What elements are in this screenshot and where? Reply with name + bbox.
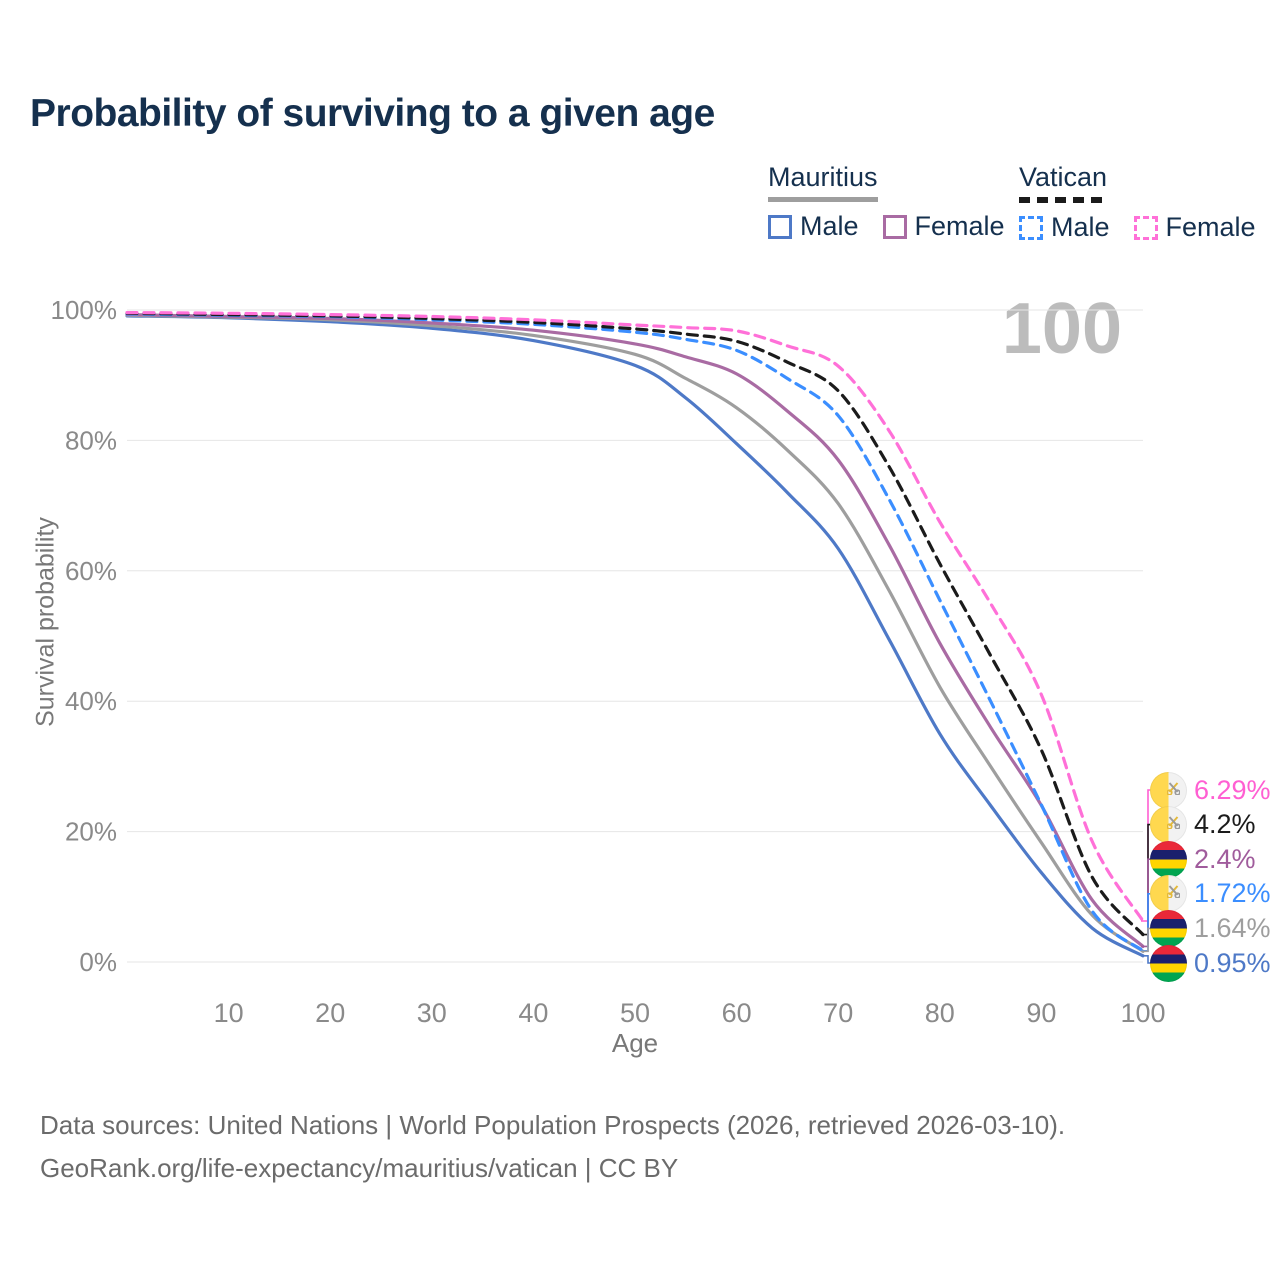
curve-mauritius-male [125, 314, 1145, 958]
legend-item-vatican-female[interactable]: Female [1133, 212, 1256, 243]
mauritius-female-swatch-icon [882, 214, 907, 239]
legend-country-vatican: Vatican [1019, 162, 1108, 192]
end-label-value: 1.72% [1194, 878, 1271, 909]
legend-group-mauritius: Mauritius Male Female [768, 162, 1005, 242]
legend-item-mauritius-female[interactable]: Female [882, 211, 1005, 242]
vatican-flag-icon [1150, 771, 1187, 809]
x-tick-label: 80 [925, 998, 955, 1028]
y-tick-label: 20% [65, 817, 117, 847]
curve-vatican-male [125, 312, 1145, 953]
x-tick-label: 60 [722, 998, 752, 1028]
legend-item-vatican-male[interactable]: Male [1019, 212, 1110, 243]
leader-line-mauritius [1141, 927, 1151, 953]
legend-country-mauritius: Mauritius [768, 162, 878, 192]
data-sources-note: Data sources: United Nations | World Pop… [40, 1110, 1066, 1140]
x-tick-label: 70 [823, 998, 853, 1028]
legend-item-mauritius-male[interactable]: Male [768, 211, 859, 242]
y-tick-label: 80% [65, 425, 117, 455]
curve-mauritius-both-sexes [125, 313, 1145, 953]
page-title: Probability of surviving to a given age [30, 92, 715, 135]
legend-label-mauritius-male: Male [800, 211, 859, 241]
vatican-flag-icon [1150, 875, 1187, 913]
x-tick-label: 50 [620, 998, 650, 1028]
x-tick-label: 90 [1026, 998, 1056, 1028]
legend-head-mauritius: Mauritius [768, 162, 878, 202]
curve-vatican-female [125, 311, 1145, 923]
x-tick-label: 40 [518, 998, 548, 1028]
end-label-value: 2.4% [1194, 843, 1256, 874]
legend-head-vatican: Vatican [1019, 162, 1108, 203]
legend-label-vatican-male: Male [1051, 212, 1110, 242]
vatican-female-swatch-icon [1133, 215, 1158, 240]
vatican-flag-icon [1150, 806, 1187, 844]
end-label-value: 6.29% [1194, 774, 1271, 805]
y-tick-label: 60% [65, 556, 117, 586]
x-tick-label: 100 [1120, 998, 1165, 1028]
vatican-male-swatch-icon [1019, 215, 1043, 240]
end-label-row-vatican-female: 6.29% [1150, 771, 1271, 809]
x-tick-label: 20 [315, 998, 345, 1028]
footer: Data sources: United Nations | World Pop… [40, 1104, 1065, 1190]
y-tick-label: 0% [79, 947, 117, 977]
legend-label-mauritius-female: Female [914, 211, 1005, 241]
x-axis-title: Age [611, 1028, 659, 1058]
curve-vatican-both-sexes [125, 311, 1145, 937]
mauritius-solid-line-sample [768, 197, 878, 202]
end-label-row-vatican-both-sexes: 4.2% [1150, 806, 1256, 844]
end-label-value: 1.64% [1194, 912, 1271, 943]
y-tick-label: 100% [51, 295, 118, 325]
end-label-row-mauritius-female: 2.4% [1150, 840, 1256, 878]
mauritius-flag-icon [1150, 944, 1187, 982]
source-url[interactable]: GeoRank.org/life-expectancy/mauritius/va… [40, 1153, 679, 1183]
mauritius-flag-icon [1150, 909, 1187, 947]
current-age-watermark: 100 [1001, 289, 1122, 369]
curve-mauritius-female [125, 312, 1145, 948]
end-label-row-mauritius-male: 0.95% [1150, 944, 1271, 982]
x-tick-label: 10 [214, 998, 244, 1028]
x-tick-label: 30 [417, 998, 447, 1028]
y-tick-label: 40% [65, 686, 117, 716]
legend-group-vatican: Vatican Male Female [1019, 162, 1256, 243]
vatican-dashed-line-sample [1019, 197, 1108, 203]
mauritius-male-swatch-icon [768, 214, 792, 239]
mauritius-flag-icon [1150, 840, 1187, 878]
legend-label-vatican-female: Female [1165, 212, 1256, 242]
end-label-value: 4.2% [1194, 809, 1256, 840]
end-label-row-mauritius-both-sexes: 1.64% [1150, 909, 1271, 947]
end-label-row-vatican-male: 1.72% [1150, 875, 1271, 913]
end-label-value: 0.95% [1194, 947, 1271, 978]
leader-line-mauritius [1141, 954, 1151, 964]
